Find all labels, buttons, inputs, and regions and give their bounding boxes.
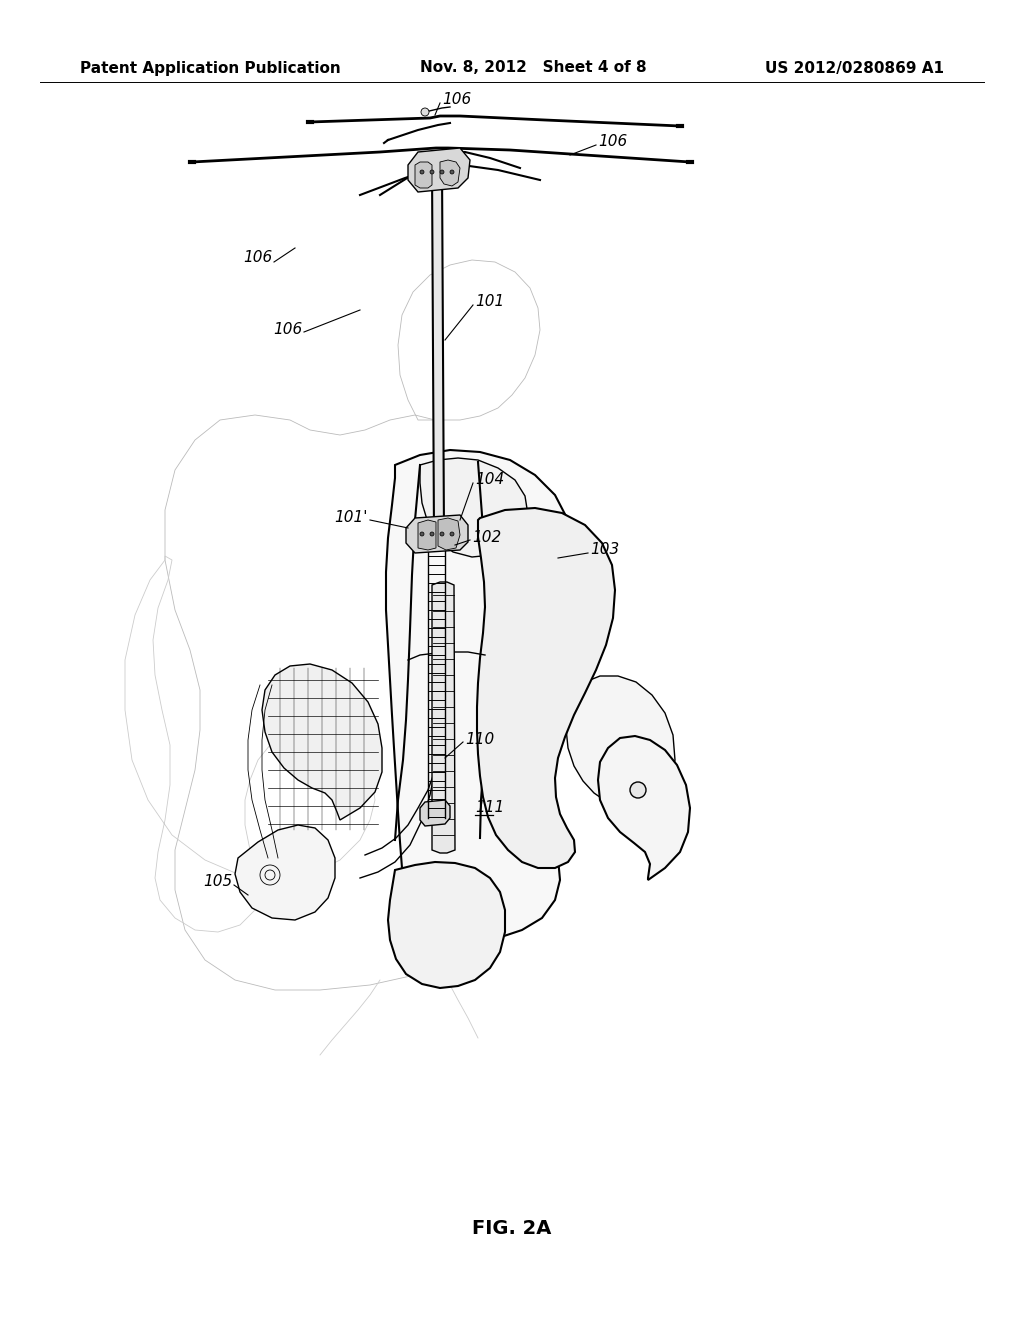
- Text: 110: 110: [465, 733, 495, 747]
- Circle shape: [630, 781, 646, 799]
- Polygon shape: [432, 168, 444, 535]
- Text: 106: 106: [272, 322, 302, 338]
- Polygon shape: [432, 582, 455, 853]
- Polygon shape: [598, 737, 690, 880]
- Polygon shape: [234, 825, 335, 920]
- Polygon shape: [420, 458, 528, 557]
- Polygon shape: [477, 508, 615, 869]
- Text: 101': 101': [335, 511, 368, 525]
- Circle shape: [450, 532, 454, 536]
- Text: FIG. 2A: FIG. 2A: [472, 1218, 552, 1238]
- Circle shape: [440, 532, 444, 536]
- Text: 106: 106: [442, 92, 471, 107]
- Text: 106: 106: [598, 135, 628, 149]
- Circle shape: [420, 170, 424, 174]
- Text: 102: 102: [472, 531, 502, 545]
- Polygon shape: [566, 676, 675, 820]
- Circle shape: [450, 170, 454, 174]
- Polygon shape: [408, 148, 470, 191]
- Circle shape: [420, 532, 424, 536]
- Polygon shape: [440, 160, 460, 186]
- Text: Nov. 8, 2012   Sheet 4 of 8: Nov. 8, 2012 Sheet 4 of 8: [420, 61, 646, 75]
- Circle shape: [430, 532, 434, 536]
- Polygon shape: [418, 520, 436, 550]
- Polygon shape: [262, 664, 382, 820]
- Text: 103: 103: [590, 543, 620, 557]
- Polygon shape: [420, 800, 450, 826]
- Text: Patent Application Publication: Patent Application Publication: [80, 61, 341, 75]
- Circle shape: [440, 170, 444, 174]
- Circle shape: [430, 170, 434, 174]
- Polygon shape: [438, 517, 460, 550]
- Text: 104: 104: [475, 473, 504, 487]
- Text: 111: 111: [475, 800, 504, 816]
- Polygon shape: [386, 450, 575, 940]
- Text: 101: 101: [475, 294, 504, 309]
- Polygon shape: [406, 515, 468, 553]
- Text: 105: 105: [203, 874, 232, 890]
- Text: US 2012/0280869 A1: US 2012/0280869 A1: [765, 61, 944, 75]
- Polygon shape: [388, 862, 505, 987]
- Circle shape: [421, 108, 429, 116]
- Text: 106: 106: [243, 251, 272, 265]
- Polygon shape: [415, 162, 432, 187]
